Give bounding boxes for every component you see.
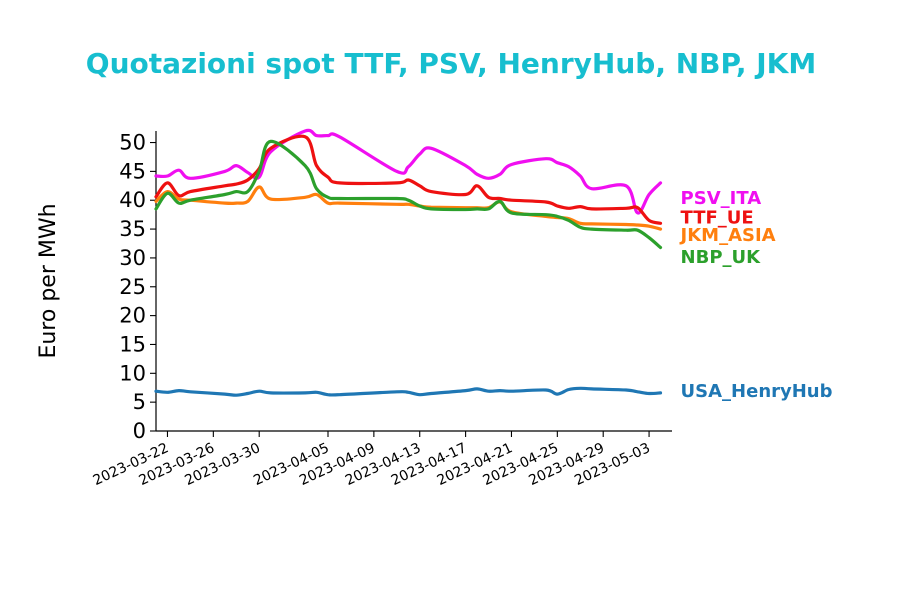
series-label-psv-ita: PSV_ITA [681, 188, 762, 209]
axes [155, 131, 672, 432]
x-ticks: 2023-03-222023-03-262023-03-302023-04-05… [91, 431, 653, 489]
series-label-ttf-ue: TTF_UE [681, 208, 754, 229]
chart-title: Quotazioni spot TTF, PSV, HenryHub, NBP,… [86, 47, 816, 80]
series-label-jkm-asia: JKM_ASIA [679, 225, 776, 246]
series-line-nbp-uk [154, 139, 663, 250]
y-tick-label: 20 [119, 304, 146, 328]
series-label-usa-henryhub: USA_HenryHub [681, 381, 833, 402]
y-ticks: 0 5 10 15 20 25 30 35 40 45 50 [119, 131, 156, 443]
series-label-nbp-uk: NBP_UK [681, 247, 762, 268]
y-tick-label: 15 [119, 332, 146, 356]
y-tick-label: 5 [133, 390, 146, 414]
series-lines [154, 128, 663, 397]
series-line-ttf-ue [154, 134, 663, 225]
series-line-usa-henryhub [154, 386, 663, 397]
y-tick-label: 30 [119, 246, 146, 270]
y-tick-label: 50 [119, 131, 146, 155]
series-line-psv-ita [154, 128, 663, 215]
y-tick-label: 10 [119, 361, 146, 385]
y-tick-label: 25 [119, 275, 146, 299]
y-tick-label: 35 [119, 217, 146, 241]
y-axis-label: Euro per MWh [36, 203, 61, 358]
y-tick-label: 0 [133, 419, 146, 443]
y-tick-label: 45 [119, 159, 146, 183]
y-tick-label: 40 [119, 188, 146, 212]
